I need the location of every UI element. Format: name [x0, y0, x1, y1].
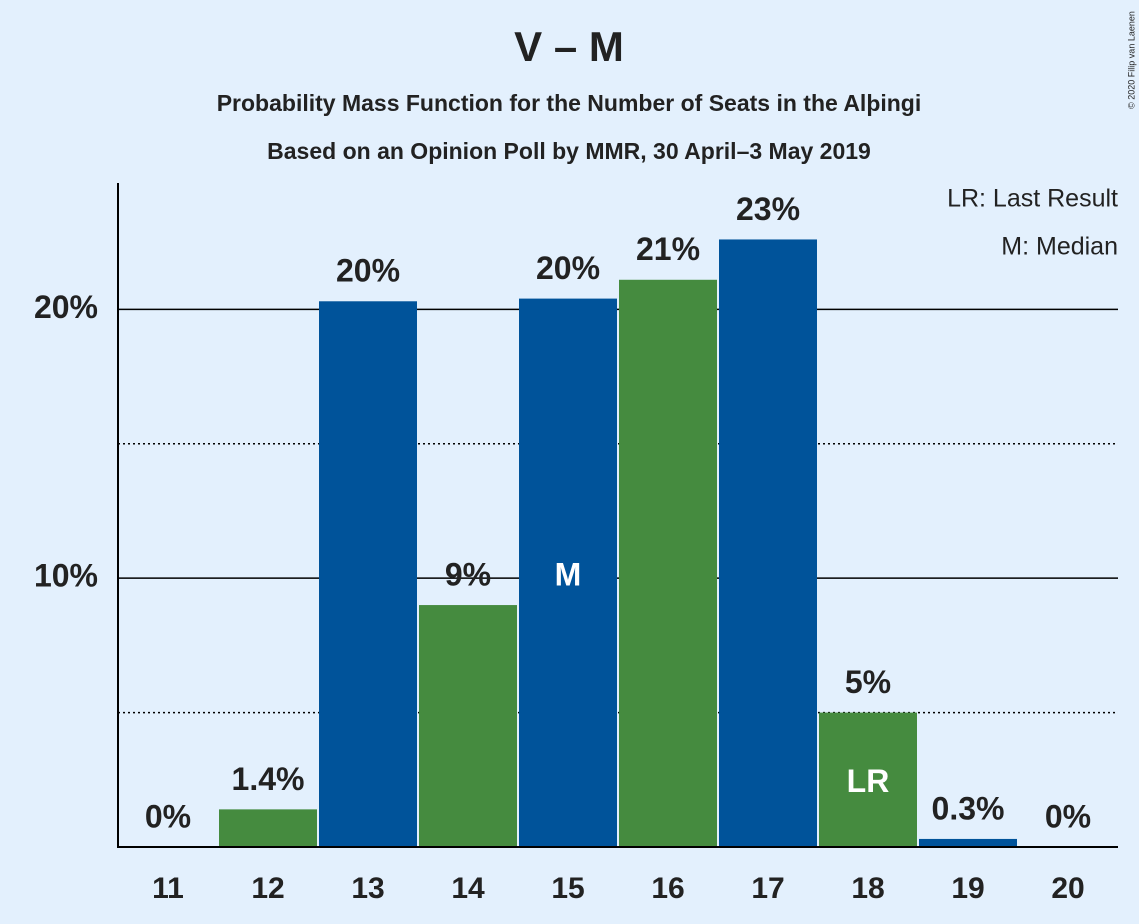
bar: [919, 838, 1017, 847]
x-tick-label: 18: [851, 872, 884, 905]
chart-subtitle: Probability Mass Function for the Number…: [217, 90, 922, 116]
y-tick-label: 10%: [34, 558, 98, 594]
bar: [719, 239, 817, 848]
value-label: 1.4%: [232, 761, 305, 797]
bar-label: LR: [847, 763, 890, 799]
bar: [819, 712, 917, 847]
x-tick-label: 15: [551, 872, 584, 905]
bar: [519, 298, 617, 847]
bar: [419, 605, 517, 847]
value-label: 5%: [845, 664, 891, 700]
bar: [319, 301, 417, 847]
chart-subtitle: Based on an Opinion Poll by MMR, 30 Apri…: [267, 138, 871, 164]
legend-entry: M: Median: [1001, 233, 1118, 261]
x-tick-label: 14: [451, 872, 485, 905]
legend-entry: LR: Last Result: [947, 185, 1118, 213]
value-label: 21%: [636, 231, 700, 267]
value-label: 9%: [445, 557, 491, 593]
copyright: © 2020 Filip van Laenen: [1126, 11, 1136, 109]
bar: [619, 279, 717, 847]
value-label: 0%: [1045, 798, 1091, 834]
y-tick-label: 20%: [34, 289, 98, 325]
x-tick-label: 11: [152, 872, 184, 905]
x-tick-label: 12: [251, 872, 284, 905]
chart-title: V – M: [514, 23, 624, 70]
value-label: 23%: [736, 191, 800, 227]
value-label: 20%: [536, 250, 600, 286]
x-tick-label: 16: [651, 872, 684, 905]
value-label: 0%: [145, 798, 191, 834]
x-tick-label: 19: [951, 872, 984, 905]
x-tick-label: 20: [1051, 872, 1084, 905]
bar-label: M: [555, 556, 582, 592]
x-tick-label: 13: [351, 872, 384, 905]
value-label: 0.3%: [932, 790, 1005, 826]
value-label: 20%: [336, 253, 400, 289]
x-tick-label: 17: [751, 872, 784, 905]
bar: [219, 809, 317, 847]
